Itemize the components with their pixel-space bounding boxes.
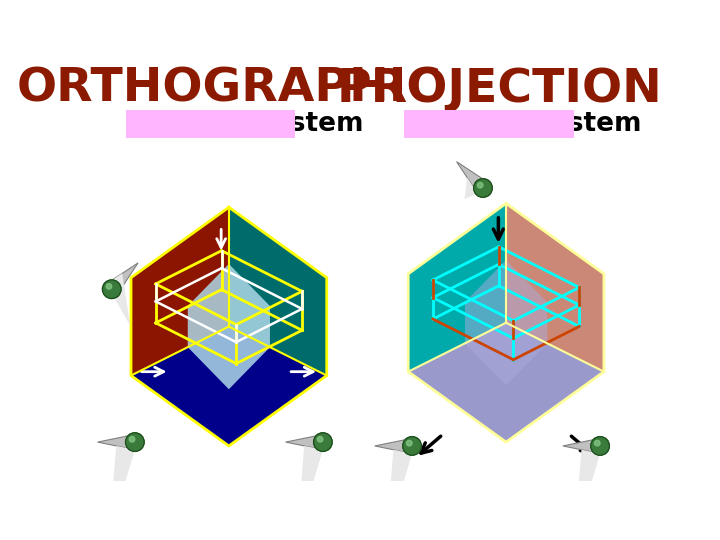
Circle shape	[474, 179, 492, 197]
Circle shape	[595, 440, 600, 446]
Polygon shape	[188, 264, 270, 389]
Text: st: st	[150, 111, 167, 126]
Polygon shape	[563, 438, 600, 454]
Polygon shape	[286, 435, 323, 450]
Circle shape	[106, 284, 112, 289]
Text: ORTHOGRAPHIC: ORTHOGRAPHIC	[17, 67, 441, 112]
FancyBboxPatch shape	[405, 110, 574, 138]
Polygon shape	[408, 204, 506, 372]
Polygon shape	[109, 446, 135, 536]
Text: PROJECTION: PROJECTION	[337, 67, 663, 112]
Polygon shape	[464, 178, 477, 199]
Circle shape	[125, 433, 144, 451]
Circle shape	[477, 183, 483, 188]
Polygon shape	[229, 207, 327, 375]
Polygon shape	[107, 263, 138, 295]
Circle shape	[130, 436, 135, 442]
Circle shape	[318, 436, 323, 442]
Circle shape	[314, 433, 332, 451]
Polygon shape	[386, 450, 412, 540]
Circle shape	[402, 437, 421, 455]
Text: 1: 1	[138, 111, 156, 137]
Text: rd: rd	[429, 111, 447, 126]
Polygon shape	[506, 204, 604, 372]
Polygon shape	[131, 207, 229, 375]
Circle shape	[407, 440, 412, 446]
Polygon shape	[456, 161, 488, 193]
Text: 3: 3	[417, 111, 435, 137]
Polygon shape	[297, 446, 323, 536]
Text: angle system: angle system	[156, 111, 363, 137]
Polygon shape	[574, 450, 600, 540]
FancyBboxPatch shape	[126, 110, 295, 138]
Polygon shape	[408, 323, 604, 442]
Polygon shape	[107, 273, 130, 326]
Text: angle system: angle system	[434, 111, 642, 137]
Circle shape	[590, 437, 609, 455]
Polygon shape	[98, 435, 135, 450]
Circle shape	[102, 280, 121, 299]
Polygon shape	[131, 327, 327, 446]
Polygon shape	[375, 438, 412, 454]
Polygon shape	[465, 260, 547, 386]
